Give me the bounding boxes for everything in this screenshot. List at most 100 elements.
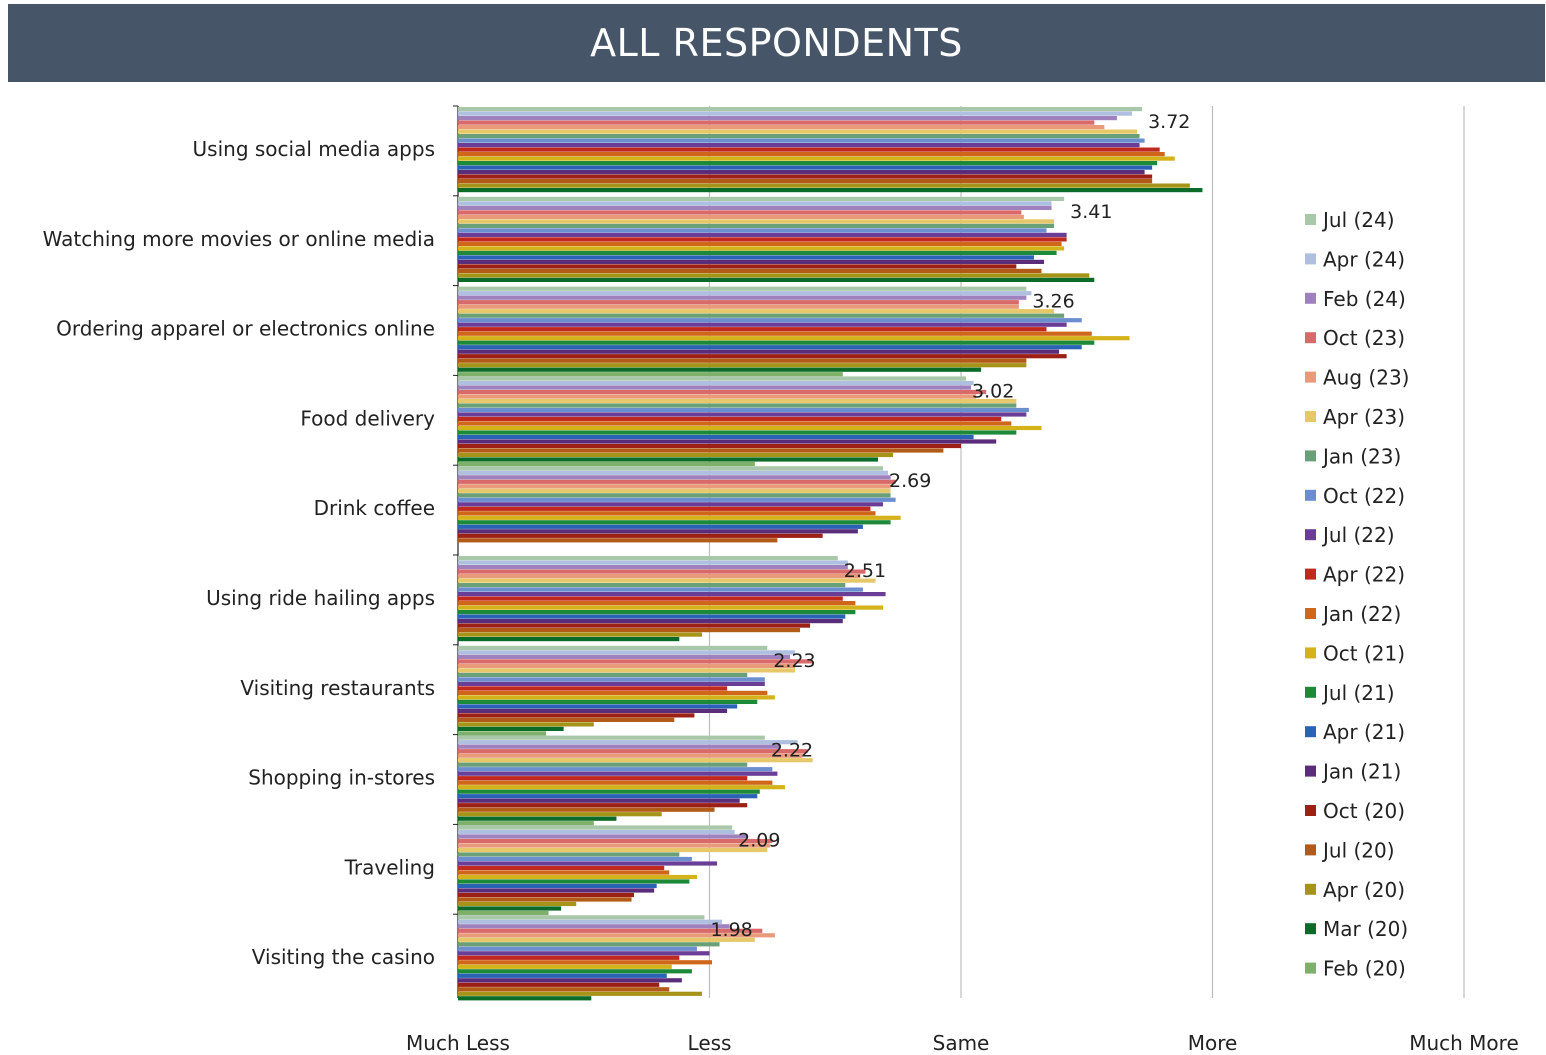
legend-swatch: [1305, 844, 1316, 856]
x-tick-label: More: [1188, 1031, 1238, 1055]
bar: [458, 560, 848, 565]
bar: [458, 865, 665, 871]
legend-label: Jul (21): [1321, 681, 1395, 705]
bar: [458, 722, 594, 727]
bar: [458, 888, 655, 893]
bar: [458, 892, 635, 898]
data-label: 2.09: [738, 829, 780, 851]
legend-swatch: [1305, 568, 1316, 580]
bar: [458, 969, 692, 974]
bar: [458, 452, 894, 458]
bar: [458, 461, 755, 467]
bar: [458, 264, 1017, 269]
data-label: 3.41: [1070, 201, 1112, 223]
bar: [458, 179, 1153, 184]
bar: [458, 924, 730, 929]
bar: [458, 448, 944, 453]
bar: [458, 232, 1067, 237]
category-label: Visiting the casino: [252, 945, 435, 969]
legend-swatch: [1305, 765, 1316, 777]
bars: [458, 107, 1203, 1001]
bar: [458, 479, 896, 484]
bar: [458, 165, 1153, 170]
bar: [458, 201, 1052, 206]
bar: [458, 241, 1062, 246]
bar: [458, 987, 670, 992]
bar: [458, 623, 811, 628]
legend-label: Mar (20): [1323, 917, 1408, 941]
bar: [458, 650, 796, 655]
bar: [458, 120, 1095, 125]
bar: [458, 578, 876, 583]
bar: [458, 466, 884, 471]
category-label: Shopping in-stores: [248, 766, 435, 790]
bar: [458, 493, 891, 498]
legend-swatch: [1305, 805, 1316, 816]
bar: [458, 430, 1017, 435]
data-label: 3.02: [972, 380, 1014, 402]
legend-label: Jan (22): [1321, 602, 1401, 626]
bar: [458, 744, 780, 749]
bar: [458, 336, 1130, 341]
bar: [458, 654, 790, 659]
bar: [458, 816, 617, 821]
bar: [458, 556, 838, 561]
category-label: Using ride hailing apps: [206, 586, 435, 610]
bar: [458, 780, 773, 785]
bar: [458, 807, 715, 812]
legend-label: Apr (24): [1323, 247, 1405, 271]
legend-swatch: [1305, 411, 1316, 422]
legend-label: Apr (23): [1323, 405, 1405, 429]
bar: [458, 565, 848, 570]
legend-swatch: [1305, 292, 1316, 304]
bar: [458, 268, 1042, 273]
bar: [458, 574, 861, 579]
bar: [458, 928, 763, 933]
bar: [458, 488, 891, 493]
bar: [458, 533, 823, 538]
bar: [458, 425, 1042, 431]
bar: [458, 246, 1065, 251]
bar: [458, 583, 846, 588]
data-label: 2.23: [773, 650, 815, 672]
bar: [458, 897, 632, 902]
legend-label: Oct (22): [1323, 484, 1405, 508]
bar: [458, 856, 692, 862]
bar: [458, 385, 972, 390]
bar: [458, 767, 773, 772]
x-tick-label: Less: [688, 1031, 732, 1055]
bar: [458, 821, 594, 826]
legend-label: Apr (20): [1323, 878, 1405, 902]
bar: [458, 502, 884, 507]
bar: [458, 161, 1158, 166]
legend-swatch: [1305, 332, 1316, 344]
bar: [458, 327, 1047, 332]
legend-label: Jan (21): [1321, 760, 1401, 784]
bar: [458, 407, 1029, 413]
bar: [458, 592, 886, 597]
bar: [458, 699, 758, 704]
legend-label: Apr (21): [1323, 720, 1405, 744]
legend-swatch: [1305, 371, 1316, 383]
bar: [458, 300, 1019, 305]
bar: [458, 219, 1055, 224]
bar: [458, 223, 1055, 228]
bar: [458, 125, 1105, 130]
bar: [458, 587, 863, 592]
legend-swatch: [1305, 883, 1316, 895]
bar: [458, 398, 1017, 404]
bar: [458, 708, 728, 713]
labels: Much Less Less Same More Much More Using soci…: [43, 111, 1519, 1055]
data-label: 3.72: [1148, 111, 1190, 133]
bar: [458, 358, 1027, 363]
bar: [458, 982, 660, 987]
legend-swatch: [1305, 923, 1316, 935]
bar: [458, 170, 1145, 175]
bar: [458, 838, 773, 844]
bar: [458, 906, 562, 911]
bar: [458, 255, 1034, 260]
bar: [458, 228, 1047, 233]
data-label: 1.98: [710, 919, 752, 941]
bar: [458, 803, 748, 808]
